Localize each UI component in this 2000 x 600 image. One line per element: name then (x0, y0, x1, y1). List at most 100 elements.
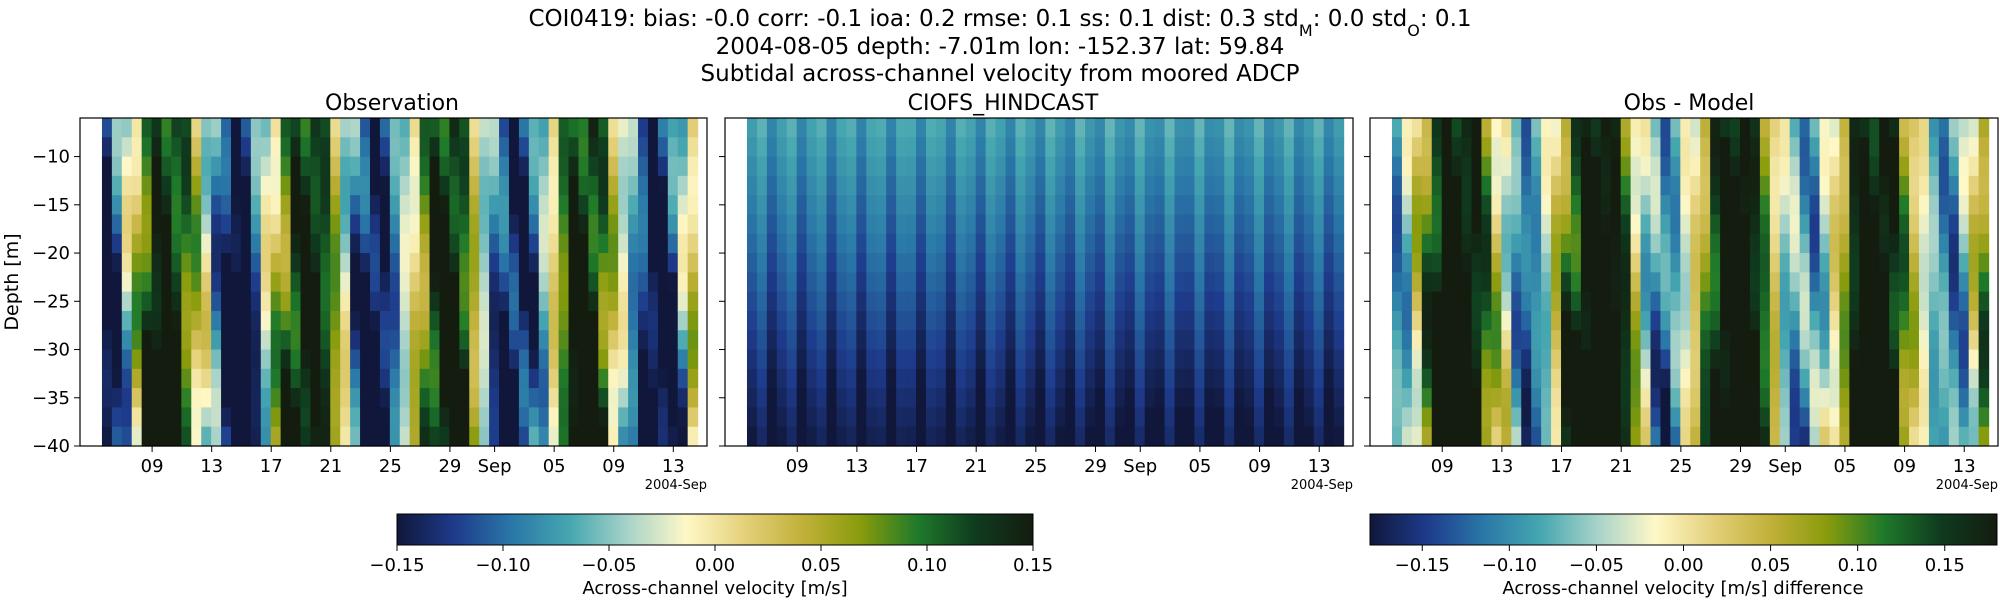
heatmap-cell (1451, 310, 1463, 331)
heatmap-cell (687, 253, 699, 273)
heatmap-cell (1323, 233, 1335, 254)
heatmap-cell (221, 118, 232, 138)
heatmap-cell (1829, 156, 1841, 177)
heatmap-cell (538, 253, 550, 273)
heatmap-cell (1620, 368, 1632, 389)
heatmap-cell (1114, 407, 1126, 428)
heatmap-cell (1333, 291, 1345, 312)
heatmap-cell (756, 310, 768, 331)
heatmap-cell (1234, 407, 1245, 428)
heatmap-cell (568, 330, 580, 351)
heatmap-cell (1978, 118, 1990, 138)
heatmap-cell (846, 368, 857, 389)
heatmap-cell (985, 426, 997, 447)
heatmap-cell (786, 368, 798, 389)
heatmap-cell (896, 175, 907, 196)
heatmap-cell (1085, 407, 1096, 428)
heatmap-cell (1909, 214, 1920, 235)
heatmap-cell (1015, 407, 1026, 428)
heatmap-cell (211, 272, 222, 293)
heatmap-cell (1234, 253, 1245, 273)
heatmap-cell (231, 407, 242, 428)
heatmap-cell (1759, 368, 1771, 389)
heatmap-cell (985, 118, 997, 138)
heatmap-cell (350, 253, 361, 273)
heatmap-cell (1839, 156, 1850, 177)
heatmap-cell (548, 156, 560, 177)
heatmap-cell (240, 195, 252, 216)
heatmap-cell (528, 291, 540, 312)
heatmap-cell (746, 426, 758, 447)
heatmap-cell (856, 272, 867, 293)
heatmap-cell (1958, 175, 1970, 196)
heatmap-cell (1640, 310, 1652, 331)
heatmap-cell (1551, 233, 1562, 254)
heatmap-cell (816, 118, 828, 138)
heatmap-cell (1869, 175, 1880, 196)
heatmap-cell (1640, 272, 1652, 293)
heatmap-cell (489, 214, 500, 235)
heatmap-cell (886, 195, 897, 216)
heatmap-cell (151, 253, 163, 273)
heatmap-cell (409, 272, 421, 293)
heatmap-cell (568, 253, 580, 273)
heatmap-cell (1521, 233, 1532, 254)
heatmap-cell (1948, 426, 1960, 447)
heatmap-cell (1124, 388, 1136, 409)
heatmap-cell (816, 291, 828, 312)
heatmap-cell (1333, 233, 1345, 254)
heatmap-cell (1690, 368, 1701, 389)
heatmap-cell (1978, 195, 1990, 216)
heatmap-cell (1431, 388, 1443, 409)
heatmap-cell (320, 368, 331, 389)
x-tick-label: 29 (1729, 456, 1752, 477)
heatmap-cell (1710, 195, 1721, 216)
heatmap-cell (1124, 214, 1136, 235)
heatmap-cell (628, 253, 639, 273)
heatmap-cell (1421, 195, 1433, 216)
heatmap-cell (677, 330, 689, 351)
heatmap-cell (479, 407, 490, 428)
heatmap-cell (369, 253, 381, 273)
heatmap-cell (608, 137, 619, 158)
heatmap-cell (1749, 426, 1761, 447)
heatmap-cell (1095, 156, 1106, 177)
heatmap-cell (1095, 253, 1106, 273)
heatmap-cell (1065, 368, 1076, 389)
y-axis-difference (1364, 156, 1370, 447)
heatmap-cell (360, 291, 371, 312)
heatmap-cell (151, 175, 163, 196)
heatmap-cell (290, 253, 302, 273)
heatmap-cell (1710, 349, 1721, 370)
heatmap-cell (1441, 368, 1453, 389)
colorbar-tick-label: 0.15 (1925, 555, 1965, 576)
header-location: 2004-08-05 depth: -7.01m lon: -152.37 la… (716, 34, 1285, 60)
heatmap-cell (816, 156, 828, 177)
heatmap-cell (300, 214, 312, 235)
heatmap-cell (528, 272, 540, 293)
heatmap-cell (221, 368, 232, 389)
heatmap-cell (1938, 156, 1950, 177)
heatmap-cell (369, 272, 381, 293)
heatmap-cell (985, 233, 997, 254)
heatmap-cell (906, 214, 917, 235)
heatmap-cell (687, 214, 699, 235)
heatmap-cell (1670, 272, 1681, 293)
heatmap-cell (628, 195, 639, 216)
heatmap-cell (1441, 426, 1453, 447)
heatmap-cell (925, 118, 937, 138)
heatmap-cell (1819, 272, 1831, 293)
heatmap-cell (876, 388, 887, 409)
heatmap-cell (1065, 426, 1076, 447)
heatmap-cell (608, 272, 619, 293)
heatmap-cell (876, 195, 887, 216)
heatmap-cell (687, 388, 699, 409)
heatmap-cell (1431, 156, 1443, 177)
heatmap-cell (1829, 330, 1841, 351)
heatmap-cell (1521, 195, 1532, 216)
heatmap-cell (578, 349, 589, 370)
heatmap-cell (508, 349, 520, 370)
heatmap-cell (1909, 118, 1920, 138)
heatmap-cell (876, 156, 887, 177)
heatmap-cell (1025, 118, 1036, 138)
